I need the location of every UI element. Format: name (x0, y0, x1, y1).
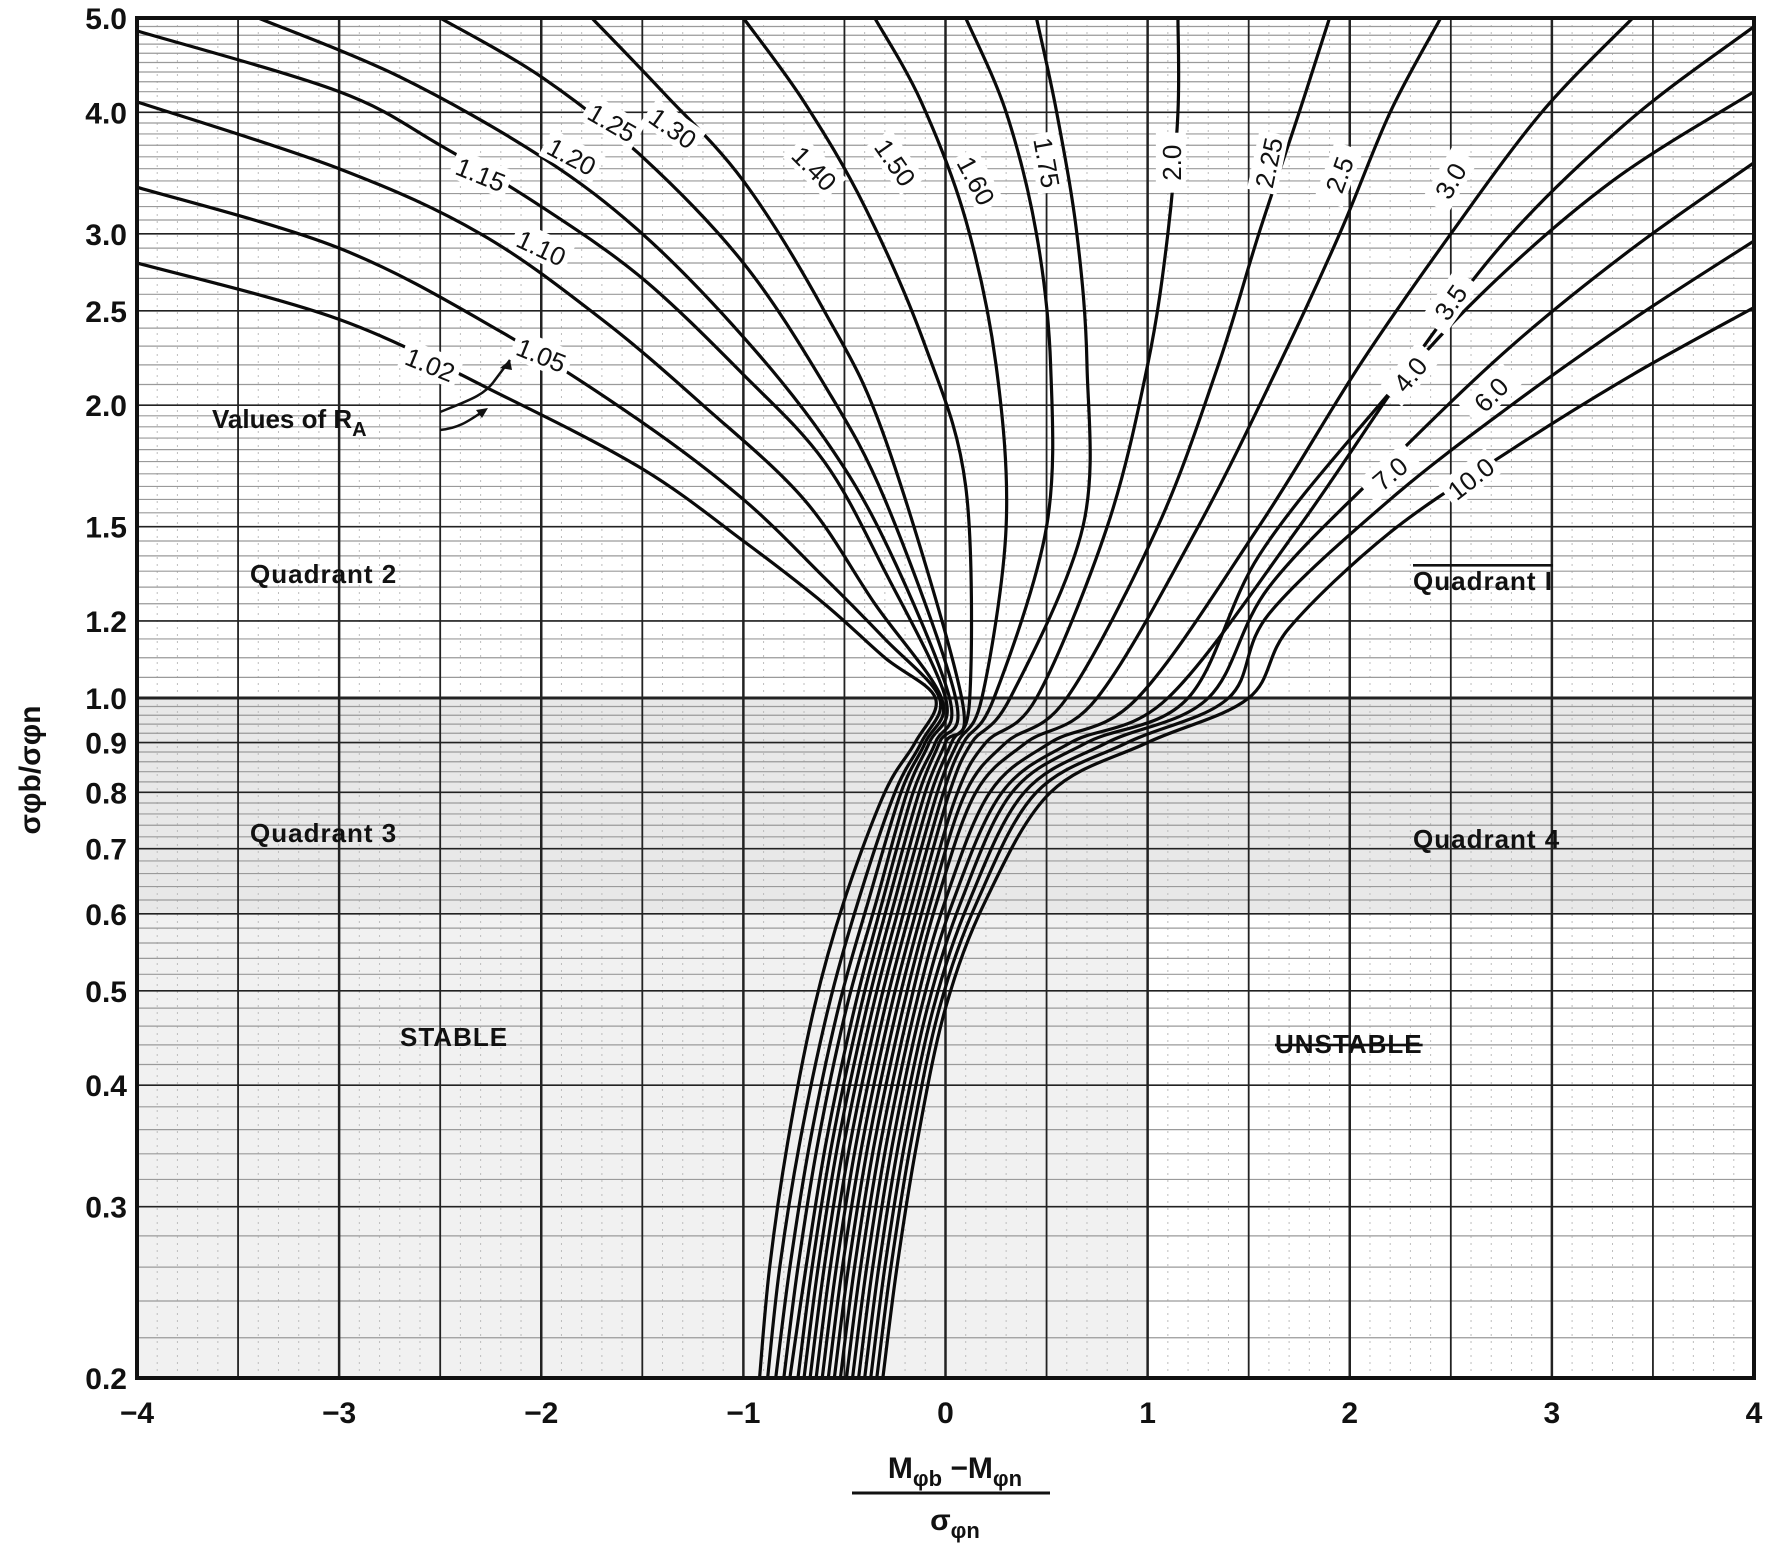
ra-curve-label: 1.75 (1027, 135, 1065, 190)
ra-curve-1-25 (439, 16, 960, 1379)
y-tick-label: 3.0 (85, 219, 127, 252)
x-tick-label: 3 (1544, 1397, 1561, 1430)
x-tick-label: 4 (1746, 1397, 1763, 1430)
x-title-den-sub: φn (951, 1518, 980, 1543)
ra-curve-3-0 (850, 16, 1634, 1379)
x-tick-label: 1 (1139, 1397, 1156, 1430)
y-tick-label: 1.0 (85, 683, 127, 716)
quadrant-1-label: Quadrant I (1413, 566, 1553, 596)
x-title-M1: M (888, 1452, 913, 1485)
x-tick-label: −2 (524, 1397, 558, 1430)
ra-curve-10-0 (881, 306, 1755, 1379)
pointer-arrowhead-1 (500, 360, 512, 370)
ra-curve-1-40 (742, 17, 974, 1379)
y-tick-label: 1.5 (85, 512, 127, 545)
unstable-label: UNSTABLE (1275, 1029, 1423, 1059)
ra-curve-1-50 (814, 17, 1009, 1379)
ra-curve-4-0 (863, 90, 1755, 1379)
stable-label: STABLE (400, 1022, 508, 1052)
pointer-arrowhead-2 (476, 408, 488, 418)
ra-curve-1-20 (257, 16, 954, 1379)
ra-curve-1-05 (136, 185, 943, 1379)
y-tick-label: 0.7 (85, 834, 127, 867)
x-tick-label: −3 (322, 1397, 356, 1430)
y-tick-label: 0.3 (85, 1192, 127, 1225)
ra-curve-label: 2.25 (1249, 135, 1289, 191)
y-axis-title: σφb/σφn (14, 706, 47, 835)
x-axis-tick-labels: −4 −3 −2 −1 0 1 2 3 4 (120, 1397, 1763, 1430)
y-tick-label: 2.5 (85, 296, 127, 329)
x-tick-label: 2 (1341, 1397, 1358, 1430)
ra-curve-7-0 (875, 239, 1755, 1379)
x-title-sub1: φb (913, 1466, 942, 1491)
ra-curve-label: 1.02 (401, 341, 459, 388)
pointer-arrow-1 (439, 359, 511, 414)
y-tick-label: 0.6 (85, 899, 127, 932)
ra-curve-3-5 (856, 25, 1755, 1379)
y-tick-label: 2.0 (85, 390, 127, 423)
x-title-sub2: φn (993, 1466, 1022, 1491)
x-title-sigma: σ (930, 1504, 951, 1537)
svg-text:σφn: σφn (930, 1504, 980, 1543)
quadrant-3-label: Quadrant 3 (250, 818, 397, 848)
quadrant-2-label: Quadrant 2 (250, 559, 397, 589)
ra-curve-2-5 (844, 17, 1443, 1379)
y-tick-label: 0.5 (85, 976, 127, 1009)
ra-curve-1-60 (820, 17, 1055, 1379)
y-tick-label: 1.2 (85, 606, 127, 639)
ra-curve-6-0 (869, 161, 1755, 1379)
ra-curve-2-0 (832, 17, 1181, 1379)
x-tick-label: 0 (937, 1397, 954, 1430)
values-of-subscript: A (352, 419, 366, 441)
ra-curve-label: 2.0 (1157, 145, 1187, 181)
y-tick-label: 5.0 (85, 3, 127, 36)
svg-text:Values of RA: Values of RA (212, 404, 367, 441)
y-tick-label: 0.9 (85, 728, 127, 761)
plot-frame (135, 16, 1756, 1380)
ra-curve-2-25 (838, 17, 1332, 1379)
y-tick-label: 0.8 (85, 777, 127, 810)
svg-text:Mφb −Mφn: Mφb −Mφn (888, 1452, 1022, 1491)
y-tick-label: 0.4 (85, 1070, 127, 1103)
values-of-ra-note: Values of RA (212, 359, 512, 441)
x-tick-label: −1 (726, 1397, 760, 1430)
y-tick-label: 4.0 (85, 97, 127, 130)
values-of-label: Values of R (212, 404, 352, 434)
ra-curve-1-75 (826, 17, 1092, 1379)
x-title-minus-M2: −M (942, 1452, 993, 1485)
y-tick-label: 0.2 (85, 1363, 127, 1396)
quadrant-4-label: Quadrant 4 (1413, 824, 1560, 854)
x-tick-label: −4 (120, 1397, 155, 1430)
y-axis-tick-labels: 0.2 0.3 0.4 0.5 0.6 0.7 0.8 0.9 1.0 1.2 1.5 2.0 2.5 3… (85, 3, 127, 1396)
x-axis-title: Mφb −Mφn σφn (852, 1452, 1050, 1543)
ra-curve-1-10 (136, 100, 946, 1379)
